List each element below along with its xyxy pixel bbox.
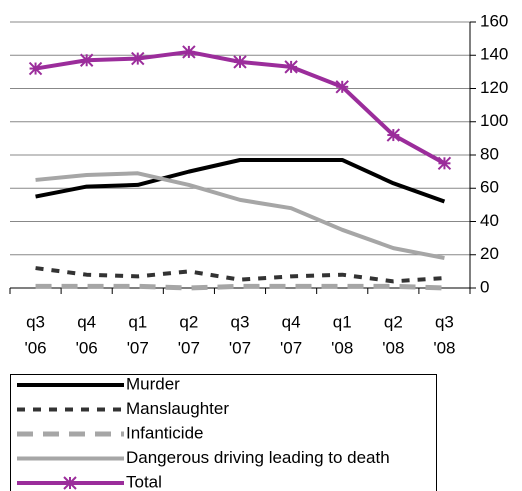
point-marker [79, 53, 94, 67]
y-tick-label: 20 [480, 244, 499, 263]
x-tick-label: '06 [76, 338, 98, 357]
x-tick-label: q3 [435, 312, 454, 331]
y-tick-label: 100 [480, 111, 508, 130]
y-tick-label: 80 [480, 144, 499, 163]
series-line [35, 49, 446, 166]
x-tick-label: q1 [128, 312, 147, 331]
x-tick-label: q2 [179, 312, 198, 331]
legend-marker [63, 476, 77, 490]
point-marker [28, 61, 43, 76]
series-line [35, 283, 445, 291]
legend-label: Dangerous driving leading to death [126, 448, 390, 467]
point-marker [131, 51, 145, 66]
point-marker [386, 128, 401, 142]
x-tick-label: q3 [231, 312, 250, 331]
legend-label: Total [126, 472, 162, 491]
x-tick-label: '08 [382, 338, 404, 357]
series-line [35, 171, 445, 261]
series-line [35, 266, 445, 284]
y-tick-label: 40 [480, 211, 499, 230]
x-tick-label: q2 [384, 312, 403, 331]
y-tick-label: 140 [480, 45, 508, 64]
point-marker [335, 80, 349, 94]
x-tick-label: '07 [178, 338, 200, 357]
legend-label: Murder [126, 374, 180, 393]
legend-label: Manslaughter [126, 399, 229, 418]
x-tick-label: '08 [331, 338, 353, 357]
series-line [35, 157, 446, 204]
point-marker [233, 55, 247, 69]
x-tick-label: q3 [26, 312, 45, 331]
y-tick-label: 160 [480, 11, 508, 30]
x-tick-label: q4 [77, 312, 96, 331]
x-tick-label: '07 [229, 338, 251, 357]
x-tick-label: '07 [127, 338, 149, 357]
y-tick-label: 120 [480, 78, 508, 97]
x-tick-label: q1 [333, 312, 352, 331]
legend-label: Infanticide [126, 423, 204, 442]
y-tick-label: 60 [480, 178, 499, 197]
point-marker [182, 45, 196, 59]
y-tick-label: 0 [480, 277, 489, 296]
point-marker [437, 156, 452, 171]
x-tick-label: '07 [280, 338, 302, 357]
point-marker [284, 60, 298, 74]
x-tick-label: q4 [282, 312, 301, 331]
x-tick-label: '08 [433, 338, 455, 357]
legend-box [10, 374, 437, 491]
x-tick-label: '06 [24, 338, 46, 357]
